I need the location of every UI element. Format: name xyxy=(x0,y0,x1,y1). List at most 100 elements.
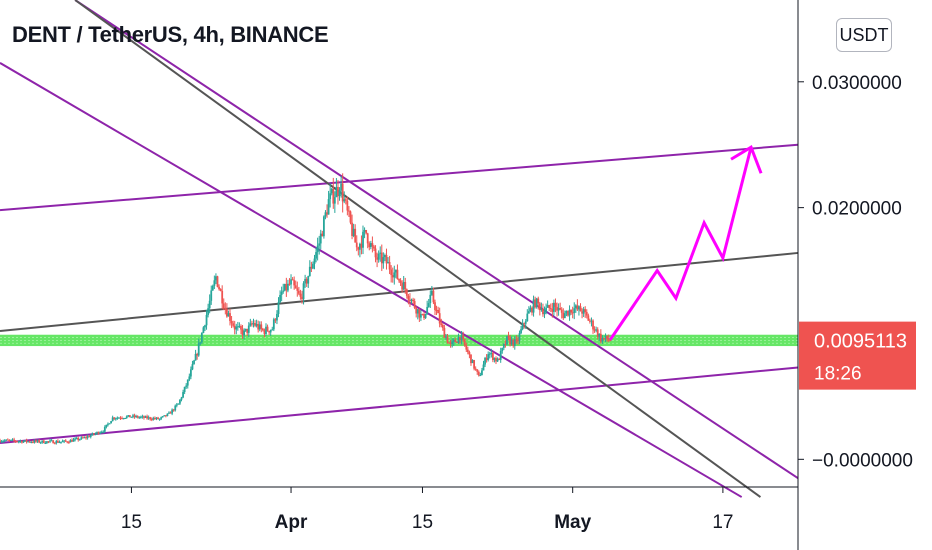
candle-body xyxy=(330,188,333,194)
candle-body xyxy=(459,337,461,341)
candle-body xyxy=(443,327,446,338)
candle-body xyxy=(52,440,55,444)
candle-body xyxy=(233,325,236,330)
candle-body xyxy=(599,333,602,342)
candle-body xyxy=(205,314,208,326)
candle-body xyxy=(441,324,444,328)
currency-button[interactable]: USDT xyxy=(836,18,892,52)
candle-body xyxy=(413,301,416,308)
candle-body xyxy=(94,433,97,435)
price-tick-label: −0.0000000 xyxy=(812,450,913,471)
candle-body xyxy=(200,332,203,343)
candle-body xyxy=(430,290,433,295)
candle-body xyxy=(118,417,120,419)
candle-body xyxy=(36,440,39,442)
candle-body xyxy=(313,258,316,264)
candle-body xyxy=(122,418,125,420)
candle-body xyxy=(399,280,402,284)
candle-body xyxy=(454,339,457,343)
candle-body xyxy=(274,319,277,321)
candle-body xyxy=(596,329,599,337)
candle-body xyxy=(82,437,84,439)
candle-body xyxy=(296,288,299,291)
candle-body xyxy=(197,343,200,356)
candle-body xyxy=(382,257,385,264)
candle-body xyxy=(5,439,8,441)
candle-body xyxy=(56,440,59,443)
candle-body xyxy=(74,438,77,440)
candle-body xyxy=(261,328,264,331)
candle-body xyxy=(132,415,134,417)
time-axis[interactable]: 15 Apr 15 May 17 xyxy=(121,487,734,533)
candle-body xyxy=(354,228,357,243)
candle-body xyxy=(390,269,393,276)
candle-body xyxy=(396,269,399,280)
candle-body xyxy=(10,439,12,441)
candle-body xyxy=(30,442,33,444)
plot-area[interactable] xyxy=(0,0,799,498)
candle-body xyxy=(0,440,1,443)
candle-body xyxy=(202,327,205,333)
candle-body xyxy=(96,432,98,434)
last-price-tag-bg xyxy=(799,321,916,390)
candle-body xyxy=(407,295,410,300)
candle-body xyxy=(169,412,172,414)
candle-body xyxy=(304,279,307,284)
candle-body xyxy=(66,441,69,443)
candle-body xyxy=(524,321,527,324)
candle-body xyxy=(246,328,249,333)
candle-body xyxy=(521,323,524,330)
candle-body xyxy=(152,418,155,420)
candle-body xyxy=(548,305,551,309)
candle-body xyxy=(244,328,247,331)
candle-body xyxy=(551,309,554,312)
candle-body xyxy=(457,337,460,343)
candle-body xyxy=(581,311,583,314)
candle-body xyxy=(219,289,222,291)
candle-body xyxy=(335,186,338,198)
candle-body xyxy=(545,307,547,313)
candle-body xyxy=(452,339,455,342)
candle-body xyxy=(230,320,233,324)
descending-mid-line xyxy=(74,0,762,498)
candle-body xyxy=(88,436,91,438)
candle-body xyxy=(16,441,19,443)
candle-body xyxy=(61,441,64,443)
candle-body xyxy=(105,424,108,427)
candle-body xyxy=(587,315,590,321)
price-axis[interactable]: 0.0300000 0.0200000 −0.0000000 xyxy=(798,73,913,472)
candle-body xyxy=(166,413,169,417)
candle-body xyxy=(369,243,372,248)
candle-body xyxy=(537,298,540,304)
candle-body xyxy=(276,313,278,321)
candle-body xyxy=(102,431,105,433)
candle-body xyxy=(163,415,166,417)
candle-body xyxy=(490,352,493,354)
candle-body xyxy=(604,335,607,339)
candle-body xyxy=(257,324,260,330)
candle-body xyxy=(571,312,574,314)
candle-body xyxy=(601,337,604,342)
candle-body xyxy=(213,280,216,286)
candle-body xyxy=(280,291,283,295)
candle-body xyxy=(24,439,26,442)
candle-body xyxy=(506,335,508,345)
candle-body xyxy=(299,293,302,297)
candle-body xyxy=(13,439,15,441)
candle-body xyxy=(72,439,75,442)
candle-body xyxy=(161,416,164,418)
candle-body xyxy=(185,385,188,387)
candle-body xyxy=(268,331,271,333)
lower-channel-line xyxy=(0,366,799,444)
candle-body xyxy=(130,416,133,418)
candle-body xyxy=(557,308,560,311)
candle-body xyxy=(3,440,6,442)
candle-body xyxy=(380,252,383,264)
candle-body xyxy=(429,294,432,304)
candle-body xyxy=(89,435,92,437)
candle-body xyxy=(116,417,119,419)
candle-body xyxy=(482,364,485,371)
candle-body xyxy=(446,336,449,343)
time-tick-label: 15 xyxy=(121,512,142,533)
